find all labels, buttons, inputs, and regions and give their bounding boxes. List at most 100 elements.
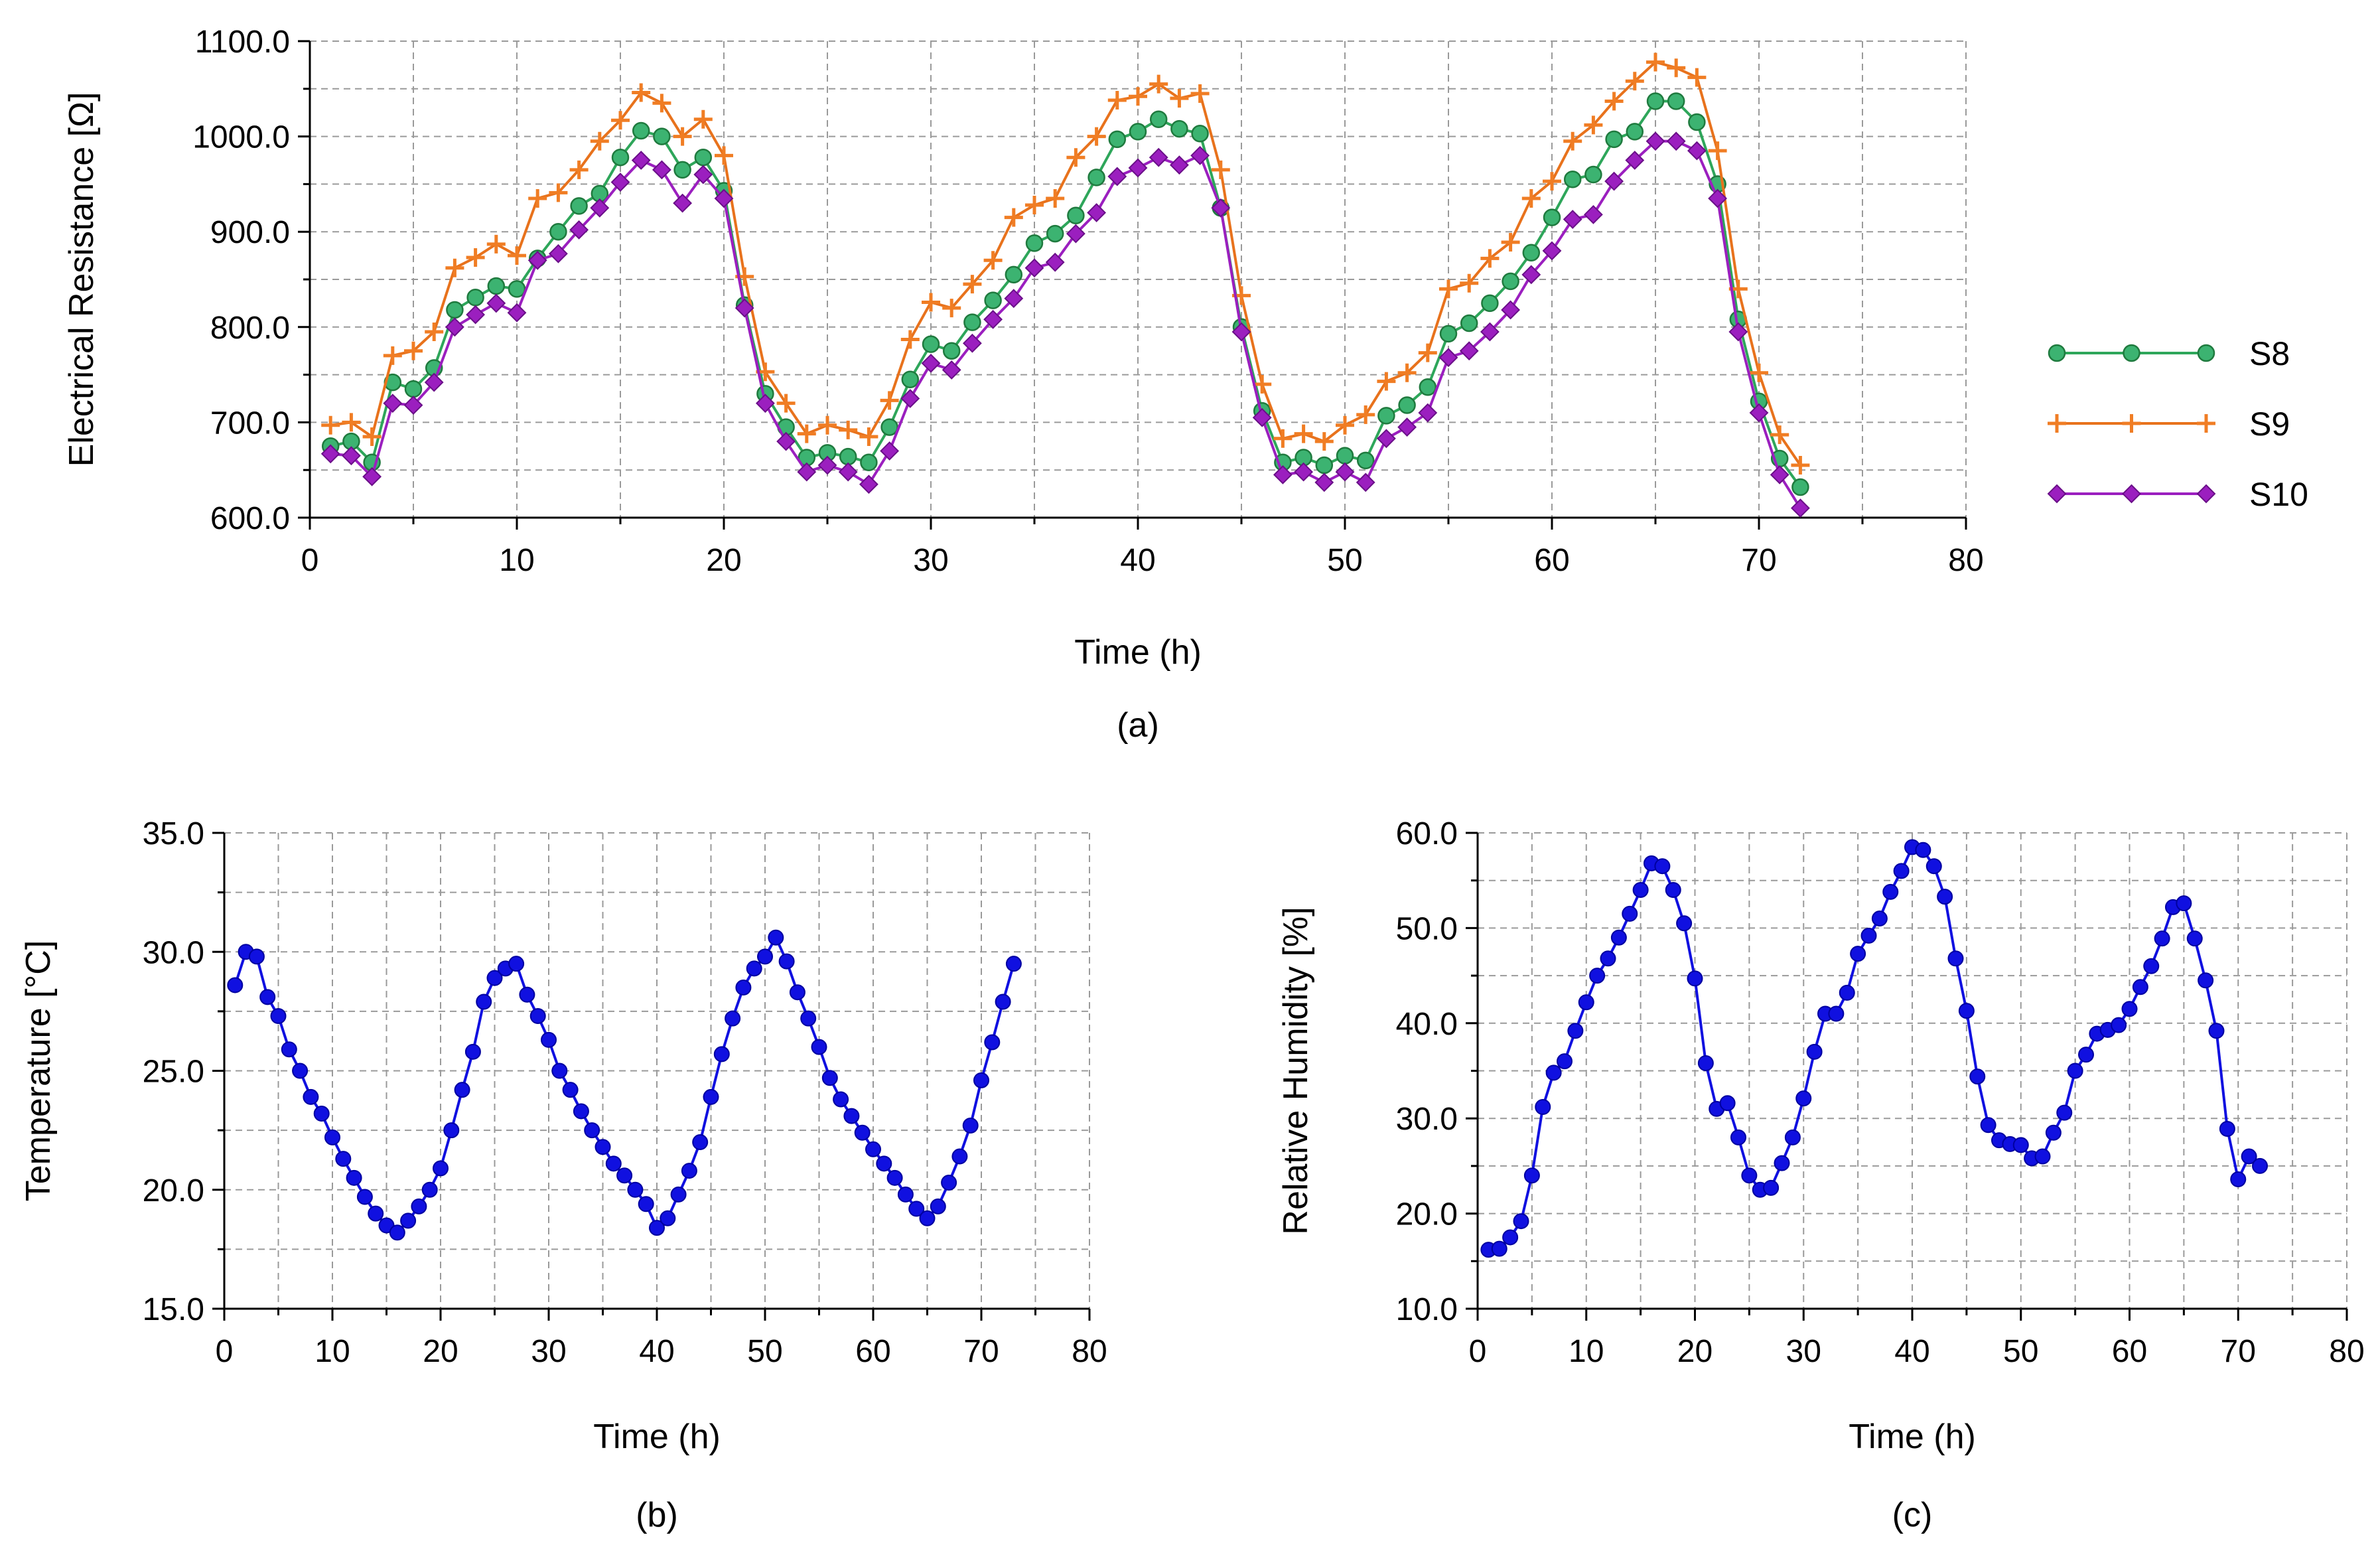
y-tick-label: 900.0 (210, 215, 290, 250)
data-point (541, 1031, 557, 1048)
data-point (2034, 1148, 2051, 1165)
data-point (1273, 465, 1293, 484)
data-point (1545, 1064, 1562, 1081)
data-point (486, 293, 506, 313)
legend-label: S9 (2249, 405, 2290, 443)
data-point (2078, 1047, 2094, 1063)
data-point (1273, 429, 1293, 448)
data-point (900, 389, 920, 408)
data-point (1523, 1167, 1540, 1184)
series-s9 (321, 52, 1810, 475)
data-point (1543, 172, 1561, 191)
data-point (839, 447, 857, 466)
data-point (1480, 249, 1500, 268)
data-point (908, 1201, 925, 1217)
data-point (1688, 113, 1706, 131)
data-point (900, 330, 920, 349)
data-point (1728, 322, 1748, 342)
data-point (1336, 447, 1354, 465)
data-point (897, 1186, 914, 1203)
data-point (486, 970, 503, 986)
data-point (1535, 1098, 1551, 1115)
data-point (1589, 968, 1606, 984)
data-point (281, 1041, 297, 1058)
data-point (901, 370, 920, 389)
data-point (445, 317, 464, 337)
data-point (464, 1043, 481, 1060)
data-point (1170, 119, 1188, 138)
data-point (1521, 265, 1541, 285)
data-point (1605, 130, 1623, 149)
data-point (1191, 125, 1209, 143)
y-axis-title: Electrical Resistance [Ω] (62, 92, 101, 467)
data-point (1667, 58, 1686, 78)
x-tick-label: 0 (301, 543, 319, 578)
data-point (1860, 927, 1877, 944)
data-point (313, 1106, 330, 1122)
data-point (962, 1117, 979, 1134)
data-point (670, 1186, 687, 1203)
data-point (487, 277, 506, 295)
data-point (1871, 911, 1888, 927)
data-point (2067, 1063, 2083, 1079)
data-point (1004, 208, 1023, 227)
x-axis-title: Time (h) (1849, 1418, 1976, 1456)
data-point (527, 250, 547, 270)
data-point (1947, 950, 1964, 967)
data-point (549, 222, 567, 241)
data-point (2121, 1001, 2138, 1017)
data-point (1314, 473, 1334, 492)
data-point (1336, 415, 1354, 435)
data-point (1149, 110, 1168, 129)
series-line (330, 60, 1802, 467)
data-point (1610, 929, 1627, 946)
data-point (335, 1151, 352, 1167)
data-point (1460, 314, 1478, 332)
data-point (1169, 155, 1189, 175)
data-point (1583, 204, 1603, 224)
data-point (2252, 1157, 2268, 1174)
data-point (983, 251, 1003, 270)
y-tick-label: 30.0 (143, 935, 204, 970)
data-point (768, 929, 784, 946)
data-point (821, 1070, 838, 1086)
data-point (1622, 905, 1638, 922)
data-point (942, 342, 961, 360)
data-point (548, 244, 568, 263)
legend-marker (2048, 344, 2066, 362)
data-point (1604, 171, 1624, 191)
x-tick-label: 20 (706, 543, 741, 578)
data-point (1190, 84, 1210, 103)
data-point (1646, 52, 1665, 72)
data-point (930, 1198, 946, 1214)
x-tick-label: 50 (2003, 1334, 2038, 1369)
data-point (1850, 946, 1866, 962)
data-point (1626, 123, 1644, 141)
data-point (757, 948, 773, 965)
data-point (789, 984, 805, 1001)
data-point (1046, 224, 1064, 243)
data-point (1067, 206, 1085, 225)
data-point (303, 1088, 319, 1105)
data-point (1557, 1053, 1573, 1070)
legend-marker (2122, 414, 2141, 433)
data-point (941, 1174, 957, 1191)
data-point (569, 220, 589, 240)
data-point (1795, 1090, 1812, 1107)
data-point (714, 188, 734, 208)
data-point (605, 1155, 622, 1172)
data-point (1980, 1117, 1996, 1134)
legend-item-s9: S9 (2048, 405, 2290, 443)
data-point (811, 1039, 827, 1055)
data-point (595, 1139, 611, 1155)
panel-b-temperature-chart: 0 10 20 30 40 50 60 70 80 15.0 20.0 25.0 30.0 35.0 Tim… (19, 816, 1107, 1534)
data-point (1791, 456, 1810, 475)
y-tick-label: 60.0 (1396, 816, 1458, 851)
x-tick-label: 60 (1534, 543, 1569, 578)
data-point (859, 427, 878, 446)
data-point (1418, 343, 1437, 362)
data-point (860, 453, 878, 471)
data-point (573, 1103, 589, 1120)
data-point (876, 1155, 892, 1172)
legend: S8 S9 S10 (2047, 335, 2308, 513)
